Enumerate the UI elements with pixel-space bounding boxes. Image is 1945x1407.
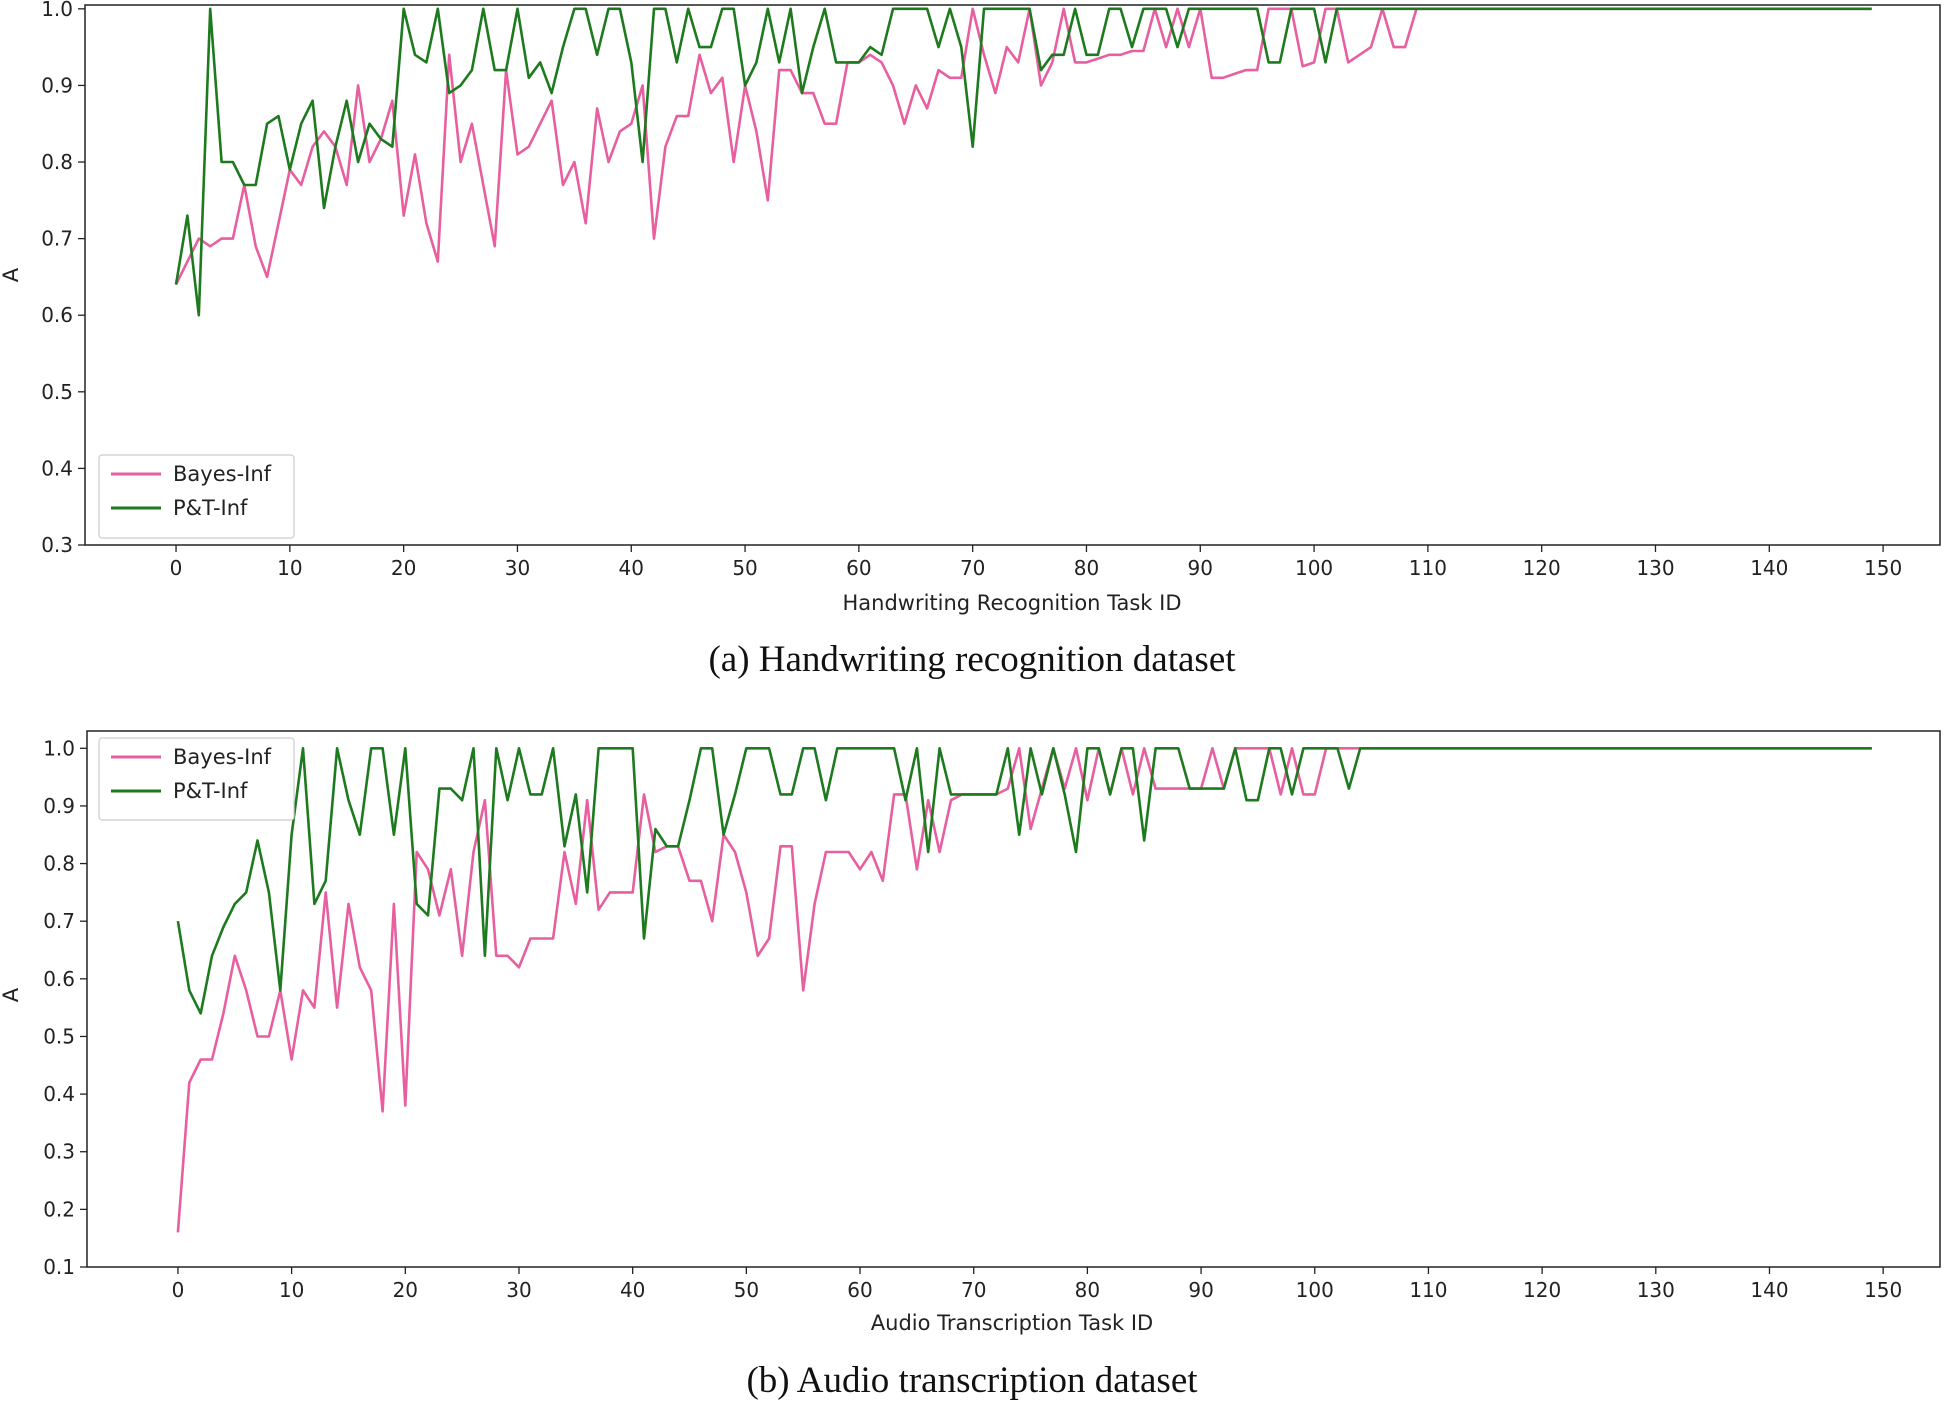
- y-tick-label: 0.9: [41, 73, 73, 97]
- x-tick-label: 130: [1637, 1278, 1675, 1302]
- x-tick-label: 100: [1296, 1278, 1334, 1302]
- y-tick-label: 0.1: [43, 1255, 75, 1279]
- y-tick-label: 0.8: [43, 852, 75, 876]
- series-line-bayes-inf: [176, 747, 1872, 1233]
- series-line-bayes-inf: [174, 7, 1872, 286]
- x-tick-label: 90: [1188, 1278, 1213, 1302]
- x-tick-label: 80: [1074, 556, 1099, 580]
- x-tick-label: 60: [846, 556, 871, 580]
- legend-box: [98, 454, 295, 539]
- x-tick-label: 110: [1409, 556, 1447, 580]
- x-tick-label: 140: [1750, 556, 1788, 580]
- legend-label-pt-inf: P&T-Inf: [173, 779, 248, 803]
- x-tick-label: 70: [960, 556, 985, 580]
- x-tick-label: 20: [391, 556, 416, 580]
- y-tick-label: 0.6: [43, 967, 75, 991]
- y-axis-label: A: [0, 267, 23, 282]
- plot-area-frame: [84, 4, 1941, 546]
- x-tick-label: 50: [734, 1278, 759, 1302]
- legend-label-pt-inf: P&T-Inf: [173, 496, 248, 520]
- y-tick-label: 1.0: [41, 0, 73, 21]
- series-line-p-t-inf: [174, 7, 1872, 317]
- x-tick-label: 110: [1409, 1278, 1447, 1302]
- y-tick-label: 0.6: [41, 303, 73, 327]
- x-tick-label: 120: [1523, 1278, 1561, 1302]
- series-lines: [176, 747, 1872, 1233]
- x-tick-label: 10: [277, 556, 302, 580]
- legend-label-bayes-inf: Bayes-Inf: [173, 462, 272, 486]
- y-tick-label: 1.0: [43, 736, 75, 760]
- x-tick-label: 30: [506, 1278, 531, 1302]
- x-tick-label: 140: [1750, 1278, 1788, 1302]
- x-tick-label: 150: [1864, 556, 1902, 580]
- x-tick-label: 130: [1636, 556, 1674, 580]
- x-tick-label: 60: [847, 1278, 872, 1302]
- y-tick-label: 0.7: [43, 909, 75, 933]
- legend: Bayes-Inf P&T-Inf: [98, 454, 295, 539]
- y-tick-label: 0.4: [41, 456, 73, 480]
- x-tick-label: 70: [961, 1278, 986, 1302]
- x-tick-label: 0: [172, 1278, 185, 1302]
- x-tick-label: 100: [1295, 556, 1333, 580]
- x-tick-label: 90: [1188, 556, 1213, 580]
- series-line-p-t-inf: [176, 747, 1872, 1015]
- x-tick-label: 30: [505, 556, 530, 580]
- y-tick-label: 0.5: [43, 1024, 75, 1048]
- series-lines: [174, 7, 1872, 317]
- x-tick-label: 40: [619, 556, 644, 580]
- y-tick-label: 0.3: [41, 533, 73, 557]
- y-tick-label: 0.8: [41, 150, 73, 174]
- y-tick-label: 0.5: [41, 380, 73, 404]
- caption-handwriting: (a) Handwriting recognition dataset: [708, 639, 1236, 680]
- y-tick-label: 0.4: [43, 1082, 75, 1106]
- y-tick-label: 0.3: [43, 1140, 75, 1164]
- x-tick-label: 20: [393, 1278, 418, 1302]
- x-tick-label: 150: [1864, 1278, 1902, 1302]
- x-axis-label: Handwriting Recognition Task ID: [842, 591, 1181, 615]
- x-tick-label: 120: [1523, 556, 1561, 580]
- x-axis-label: Audio Transcription Task ID: [871, 1311, 1153, 1335]
- plot-area-frame: [86, 730, 1941, 1268]
- chart-audio-transcription: 0 10 20 30 40 50 60 70 80 90 100 110 120 130 140 150 0.1…: [0, 730, 1941, 1401]
- legend: Bayes-Inf P&T-Inf: [98, 737, 295, 821]
- y-tick-label: 0.9: [43, 794, 75, 818]
- x-tick-label: 50: [732, 556, 757, 580]
- x-tick-label: 0: [170, 556, 183, 580]
- y-tick-label: 0.7: [41, 227, 73, 251]
- axis-ticks: 0 10 20 30 40 50 60 70 80 90 100 110 120 130 140 150 0.1…: [43, 736, 1902, 1302]
- x-tick-label: 80: [1075, 1278, 1100, 1302]
- y-tick-label: 0.2: [43, 1197, 75, 1221]
- caption-audio: (b) Audio transcription dataset: [746, 1360, 1198, 1401]
- x-tick-label: 40: [620, 1278, 645, 1302]
- x-tick-label: 10: [279, 1278, 304, 1302]
- legend-label-bayes-inf: Bayes-Inf: [173, 745, 272, 769]
- chart-handwriting-recognition: 0 10 20 30 40 50 60 70 80 90 100 110 120 130 140 150 0.3…: [0, 0, 1941, 680]
- axis-ticks: 0 10 20 30 40 50 60 70 80 90 100 110 120 130 140 150 0.3…: [41, 0, 1902, 580]
- y-axis-label: A: [0, 987, 23, 1002]
